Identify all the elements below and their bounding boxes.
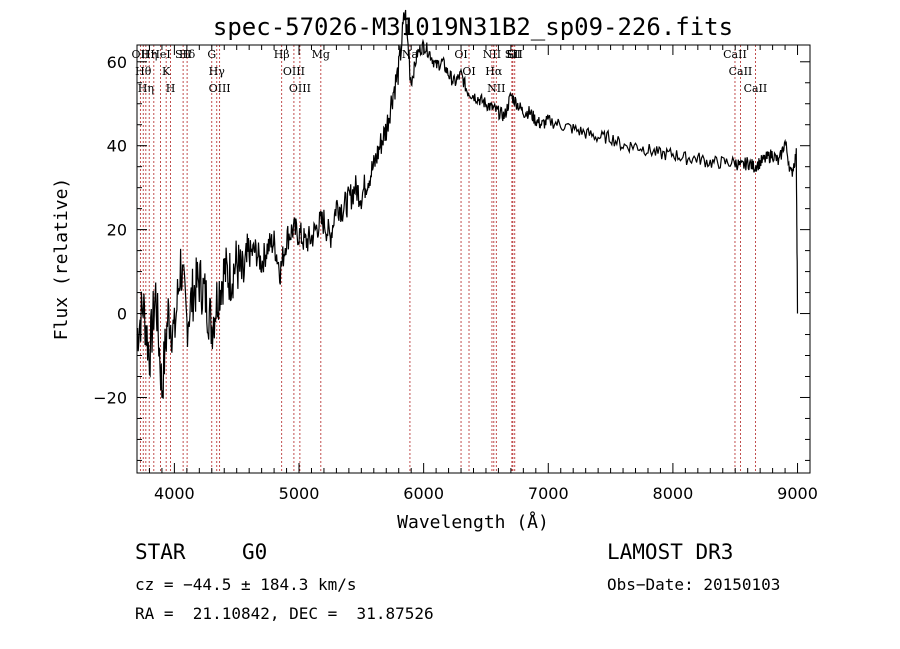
y-tick-label: −20 — [93, 388, 127, 407]
chart-title: spec-57026-M31019N31B2_sp09-226.fits — [213, 13, 733, 41]
spectral-line-label: OIII — [209, 82, 231, 95]
spectral-line-label: Na — [402, 48, 419, 61]
spectral-line-label: OIII — [289, 82, 311, 95]
obs-date: Obs−Date: 20150103 — [607, 575, 781, 594]
x-tick-label: 4000 — [154, 484, 195, 503]
spectral-line-label: OI — [454, 48, 467, 61]
x-tick-label: 6000 — [403, 484, 444, 503]
spectral-line-label: G — [207, 48, 216, 61]
redshift-cz: cz = −44.5 ± 184.3 km/s — [135, 575, 357, 594]
spectral-line-label: SII — [175, 48, 191, 61]
x-axis-ticks: 4000 5000 6000 7000 8000 9000 — [136, 45, 818, 503]
spectral-line-label: OI — [462, 65, 475, 78]
spectral-line-label: HeI — [150, 48, 170, 61]
class-label: STAR — [135, 540, 186, 564]
y-tick-label: 0 — [117, 305, 127, 324]
spectral-line-label: Hα — [485, 65, 503, 78]
spectral-line-label: Hθ — [135, 65, 152, 78]
spectral-line-label: OIII — [283, 65, 305, 78]
spectral-line-label: Hη — [138, 82, 154, 95]
spectral-line-label: Hβ — [274, 48, 290, 61]
y-tick-label: 60 — [107, 53, 127, 72]
spectral-line-label: SII — [505, 48, 521, 61]
spectral-line-label: Li — [506, 48, 517, 61]
spectral-line-label: H — [166, 82, 176, 95]
spectral-line-label: CaII — [729, 65, 753, 78]
spectral-line-label: NII — [483, 48, 501, 61]
y-axis-label: Flux (relative) — [51, 178, 72, 341]
x-tick-label: 9000 — [777, 484, 818, 503]
ra-dec-coords: RA = 21.10842, DEC = 31.87526 — [135, 604, 434, 623]
x-tick-label: 7000 — [528, 484, 569, 503]
spectral-line-label: Mg — [312, 48, 330, 61]
x-tick-label: 8000 — [653, 484, 694, 503]
spectral-line-label: Hδ — [179, 48, 196, 61]
y-axis-ticks: −20 0 20 40 60 — [93, 53, 810, 461]
spectral-line-label: SII — [507, 48, 523, 61]
y-tick-label: 20 — [107, 221, 127, 240]
spectral-line-label: Hη — [141, 48, 157, 61]
x-axis-label: Wavelength (Å) — [397, 511, 549, 533]
spectral-line-label: OII — [132, 48, 150, 61]
x-tick-label: 5000 — [279, 484, 320, 503]
spectral-line-label: CaII — [723, 48, 747, 61]
survey-label: LAMOST DR3 — [607, 540, 734, 564]
flux-series-line — [136, 9, 799, 399]
y-tick-label: 40 — [107, 137, 127, 156]
subclass-label: G0 — [242, 540, 268, 564]
spectral-line-label: CaII — [744, 82, 768, 95]
spectral-line-label: K — [162, 65, 171, 78]
spectral-line-markers — [139, 45, 756, 473]
spectral-line-label: Hγ — [209, 65, 226, 78]
spectral-line-label: NII — [487, 82, 505, 95]
